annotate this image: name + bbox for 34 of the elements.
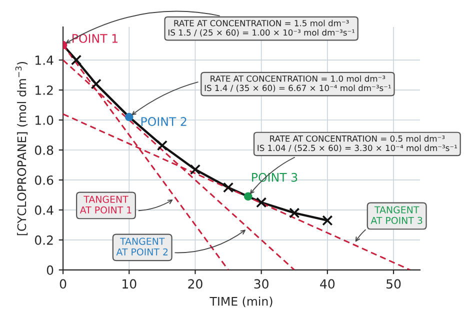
y-tick-label: 1.4 [36, 56, 54, 65]
point [70, 54, 82, 66]
x-tick-label: 10 [122, 279, 136, 289]
y-tick-label: 0.6 [34, 175, 54, 185]
annotation: RATE AT CONCENTRATION = 1.5 mol dm⁻³ IS 1.5 / (25 × 60) = 1.00 × 10⁻³ mol dm⁻³s⁻¹ [168, 20, 355, 37]
y-tick-label: 1.0 [36, 115, 54, 125]
annotation: TANGENT AT POINT 3 [370, 206, 422, 224]
point [289, 208, 300, 218]
point [244, 192, 252, 201]
annotation: TANGENT AT POINT 1 [80, 196, 132, 214]
point [256, 197, 267, 208]
x-tick-label: 50 [386, 279, 401, 289]
y-tick-label: 1.2 [36, 85, 53, 95]
y-tick-label: 0.2 [34, 235, 53, 245]
annotation: TANGENT AT POINT 2 [116, 238, 168, 256]
y-tick-label: 0.8 [34, 145, 54, 155]
point [190, 164, 201, 175]
x-tick-label: 0 [60, 279, 66, 289]
series-label: POINT 2 [141, 117, 186, 126]
x-tick-label: 40 [320, 279, 335, 289]
x-axis-title: TIME (min) [210, 296, 272, 308]
x-tick-label: 30 [254, 279, 268, 289]
point [90, 78, 102, 90]
point [322, 215, 333, 226]
point [156, 140, 168, 151]
y-tick-label: 0 [46, 265, 54, 275]
y-axis-title: [CYCLOPROPANE] (mol dm$^{−3}$) [15, 62, 28, 236]
y-tick-label: 0.4 [34, 205, 54, 215]
point [222, 182, 234, 193]
annotation: RATE AT CONCENTRATION = 0.5 mol dm⁻³ IS 1.04 / (52.5 × 60) = 3.30 × 10⁻⁴ mol dm⁻³s⁻¹ [258, 135, 457, 152]
x-tick-label: 20 [188, 279, 202, 289]
point [124, 112, 134, 122]
series-label: POINT 1 [72, 34, 118, 43]
annotation: RATE AT CONCENTRATION = 1.0 mol dm⁻³ IS 1.4 / (35 × 60) = 6.67 × 10⁻⁴ mol dm⁻³s⁻¹ [204, 75, 391, 92]
